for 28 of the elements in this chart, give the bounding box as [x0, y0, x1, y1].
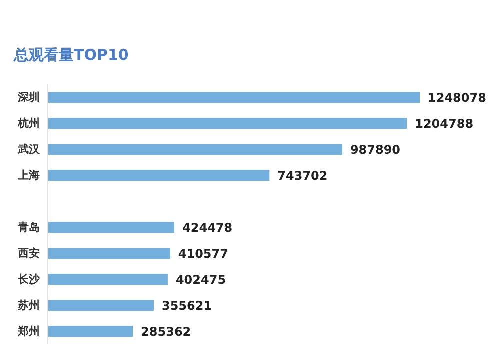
y-tick-label: 杭州	[17, 116, 40, 130]
y-tick-label: 长沙	[17, 272, 41, 286]
y-tick-label: 武汉	[17, 142, 41, 156]
y-tick-label: 西安	[17, 246, 40, 260]
bar	[48, 274, 168, 285]
bar	[48, 170, 270, 181]
y-tick-label: 深圳	[17, 90, 40, 104]
bar	[48, 144, 342, 155]
chart-title: 总观看量TOP10	[14, 46, 129, 65]
y-tick-label: 郑州	[17, 324, 40, 338]
data-label: 410577	[178, 246, 228, 261]
data-label: 1204788	[415, 116, 474, 131]
data-label: 1248078	[428, 90, 486, 105]
data-label: 987890	[350, 142, 401, 157]
y-tick-label: 青岛	[17, 220, 40, 234]
data-label: 285362	[141, 324, 192, 339]
y-tick-label: 苏州	[17, 298, 40, 312]
bar	[48, 118, 408, 129]
data-label: 402475	[176, 272, 226, 287]
bar	[48, 92, 420, 103]
data-label: 424478	[182, 220, 233, 235]
data-label: 743702	[278, 168, 328, 183]
data-label: 355621	[162, 298, 212, 313]
bar	[48, 222, 175, 233]
bar	[48, 248, 170, 259]
bar	[48, 300, 154, 311]
y-tick-label: 上海	[17, 168, 40, 182]
bar	[48, 326, 134, 337]
